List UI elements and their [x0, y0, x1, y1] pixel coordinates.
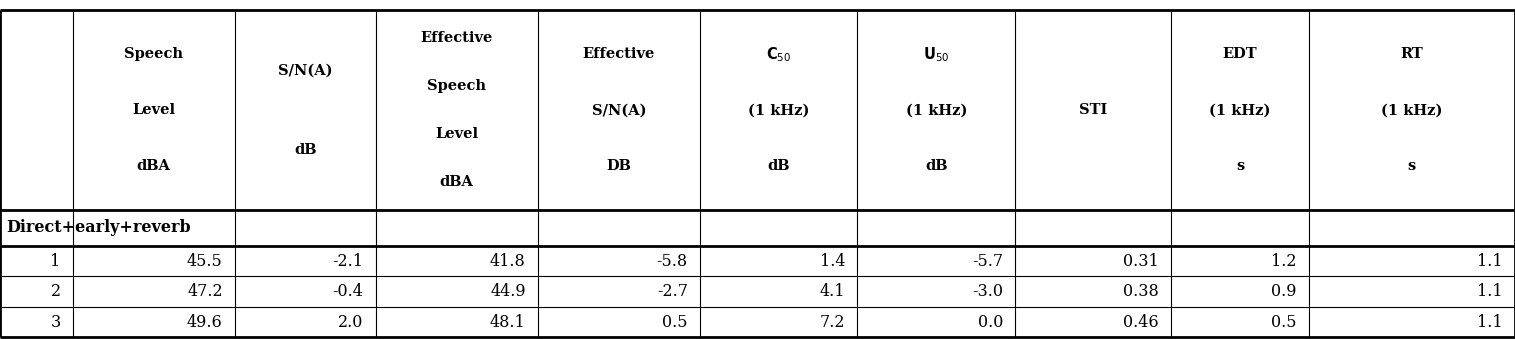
Text: $\mathbf{C}_{50}$: $\mathbf{C}_{50}$	[767, 45, 791, 63]
Text: EDT: EDT	[1223, 47, 1257, 61]
Text: $\mathbf{U}_{50}$: $\mathbf{U}_{50}$	[923, 45, 950, 63]
Text: 7.2: 7.2	[820, 314, 845, 331]
Text: -2.7: -2.7	[658, 283, 688, 300]
Text: -0.4: -0.4	[333, 283, 364, 300]
Text: (1 kHz): (1 kHz)	[1382, 103, 1442, 117]
Text: dB: dB	[294, 143, 317, 157]
Text: STI: STI	[1079, 103, 1107, 117]
Text: 41.8: 41.8	[489, 253, 526, 270]
Text: 4.1: 4.1	[820, 283, 845, 300]
Text: Level: Level	[435, 127, 479, 141]
Text: Level: Level	[132, 103, 176, 117]
Text: 44.9: 44.9	[489, 283, 526, 300]
Text: 0.31: 0.31	[1123, 253, 1159, 270]
Text: 0.46: 0.46	[1123, 314, 1159, 331]
Text: 3: 3	[50, 314, 61, 331]
Text: 1.1: 1.1	[1477, 314, 1503, 331]
Text: 47.2: 47.2	[186, 283, 223, 300]
Text: -2.1: -2.1	[333, 253, 364, 270]
Text: 45.5: 45.5	[186, 253, 223, 270]
Text: s: s	[1236, 159, 1244, 173]
Text: dB: dB	[768, 159, 789, 173]
Text: Effective: Effective	[421, 31, 492, 45]
Text: 2: 2	[50, 283, 61, 300]
Text: 0.5: 0.5	[1271, 314, 1297, 331]
Text: 1.1: 1.1	[1477, 253, 1503, 270]
Text: 1.2: 1.2	[1271, 253, 1297, 270]
Text: dBA: dBA	[136, 159, 171, 173]
Text: 2.0: 2.0	[338, 314, 364, 331]
Text: S/N(A): S/N(A)	[592, 103, 645, 117]
Text: 1.4: 1.4	[820, 253, 845, 270]
Text: (1 kHz): (1 kHz)	[748, 103, 809, 117]
Text: DB: DB	[606, 159, 632, 173]
Text: (1 kHz): (1 kHz)	[1209, 103, 1271, 117]
Text: 48.1: 48.1	[489, 314, 526, 331]
Text: 0.9: 0.9	[1271, 283, 1297, 300]
Text: Effective: Effective	[583, 47, 654, 61]
Text: 0.38: 0.38	[1123, 283, 1159, 300]
Text: 0.5: 0.5	[662, 314, 688, 331]
Text: Speech: Speech	[124, 47, 183, 61]
Text: S/N(A): S/N(A)	[279, 63, 332, 77]
Text: Speech: Speech	[427, 79, 486, 93]
Text: -5.7: -5.7	[971, 253, 1003, 270]
Text: (1 kHz): (1 kHz)	[906, 103, 967, 117]
Text: -5.8: -5.8	[656, 253, 688, 270]
Text: s: s	[1407, 159, 1417, 173]
Text: 1.1: 1.1	[1477, 283, 1503, 300]
Text: 0.0: 0.0	[977, 314, 1003, 331]
Text: -3.0: -3.0	[973, 283, 1003, 300]
Text: RT: RT	[1400, 47, 1424, 61]
Text: 49.6: 49.6	[186, 314, 223, 331]
Text: dBA: dBA	[439, 175, 474, 189]
Text: dB: dB	[926, 159, 947, 173]
Text: 1: 1	[50, 253, 61, 270]
Text: Direct+early+reverb: Direct+early+reverb	[6, 219, 191, 237]
